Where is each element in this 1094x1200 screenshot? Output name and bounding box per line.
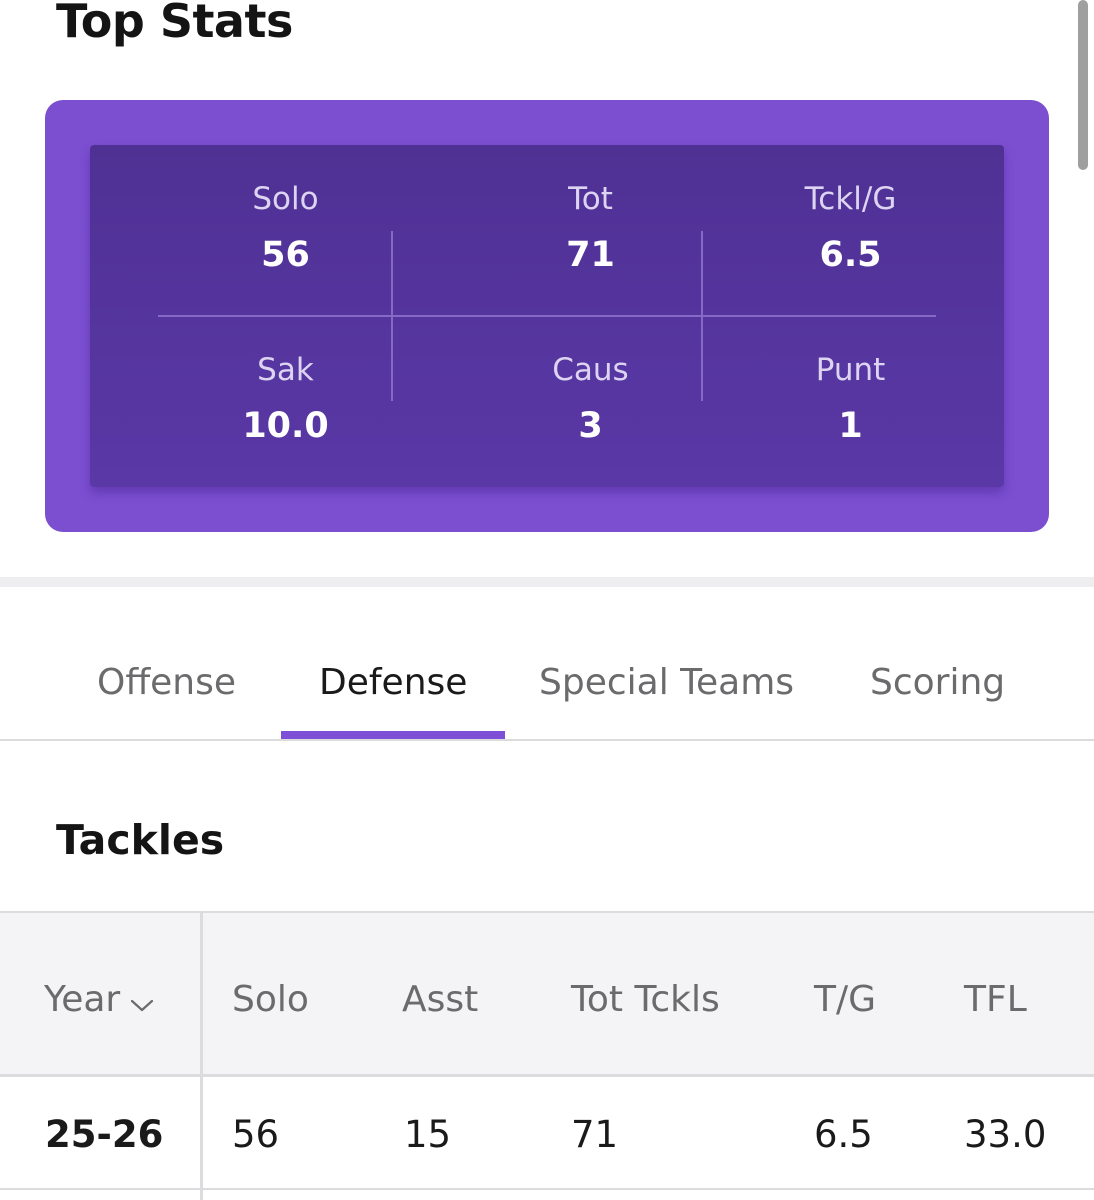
cell-tot-tckls: 71 — [571, 1113, 619, 1156]
stat-value: 1 — [838, 406, 863, 446]
table-row: 25-26 56 15 71 6.5 33.0 — [0, 1077, 1094, 1190]
cell-asst: 15 — [404, 1113, 452, 1156]
stat-label: Caus — [552, 352, 629, 388]
column-header-tot-tckls[interactable]: Tot Tckls — [571, 979, 720, 1020]
stats-divider-vertical — [391, 231, 393, 401]
stat-label: Tot — [568, 181, 613, 217]
frozen-column-divider — [200, 911, 203, 1200]
active-tab-indicator — [281, 731, 505, 739]
cell-year: 25-26 — [45, 1113, 164, 1156]
stat-caus: Caus 3 — [438, 352, 743, 446]
stats-divider-horizontal — [158, 315, 936, 317]
column-header-t-per-g[interactable]: T/G — [814, 979, 877, 1020]
column-header-year[interactable]: Year — [44, 979, 154, 1022]
table-header: Year Solo Asst Tot Tckls T/G TFL — [0, 911, 1094, 1077]
stat-value: 10.0 — [242, 406, 329, 446]
stats-tab-bar: Offense Defense Special Teams Scoring — [0, 588, 1094, 741]
scrollbar[interactable] — [1078, 0, 1088, 170]
stat-solo: Solo 56 — [133, 181, 438, 275]
column-header-label: Year — [44, 979, 121, 1020]
tackles-table: Year Solo Asst Tot Tckls T/G TFL 25-26 5… — [0, 911, 1094, 1200]
cell-solo: 56 — [232, 1113, 280, 1156]
stat-tot: Tot 71 — [438, 181, 743, 275]
stats-divider-vertical — [701, 231, 703, 401]
stat-value: 6.5 — [819, 235, 882, 275]
section-title: Tackles — [56, 816, 225, 864]
cell-t-per-g: 6.5 — [814, 1113, 873, 1156]
stat-label: Sak — [257, 352, 314, 388]
stat-label: Solo — [252, 181, 319, 217]
stat-value: 56 — [261, 235, 310, 275]
tab-scoring[interactable]: Scoring — [870, 662, 1006, 703]
column-header-asst[interactable]: Asst — [402, 979, 479, 1020]
stat-value: 71 — [566, 235, 615, 275]
stat-tckl-per-game: Tckl/G 6.5 — [698, 181, 1003, 275]
top-stats-card: Solo 56 Tot 71 Tckl/G 6.5 Sak 10.0 Caus … — [45, 100, 1049, 532]
page-title: Top Stats — [56, 0, 293, 48]
top-stats-grid: Solo 56 Tot 71 Tckl/G 6.5 Sak 10.0 Caus … — [90, 145, 1004, 487]
stat-label: Punt — [815, 352, 886, 388]
column-header-tfl[interactable]: TFL — [964, 979, 1027, 1020]
chevron-down-icon — [130, 981, 154, 1022]
stat-punt: Punt 1 — [698, 352, 1003, 446]
tab-defense[interactable]: Defense — [319, 662, 468, 703]
tab-special-teams[interactable]: Special Teams — [539, 662, 795, 703]
section-separator — [0, 577, 1094, 587]
tab-offense[interactable]: Offense — [97, 662, 237, 703]
cell-tfl: 33.0 — [964, 1113, 1047, 1156]
stat-value: 3 — [578, 406, 603, 446]
stat-label: Tckl/G — [804, 181, 897, 217]
stat-sak: Sak 10.0 — [133, 352, 438, 446]
column-header-solo[interactable]: Solo — [232, 979, 309, 1020]
